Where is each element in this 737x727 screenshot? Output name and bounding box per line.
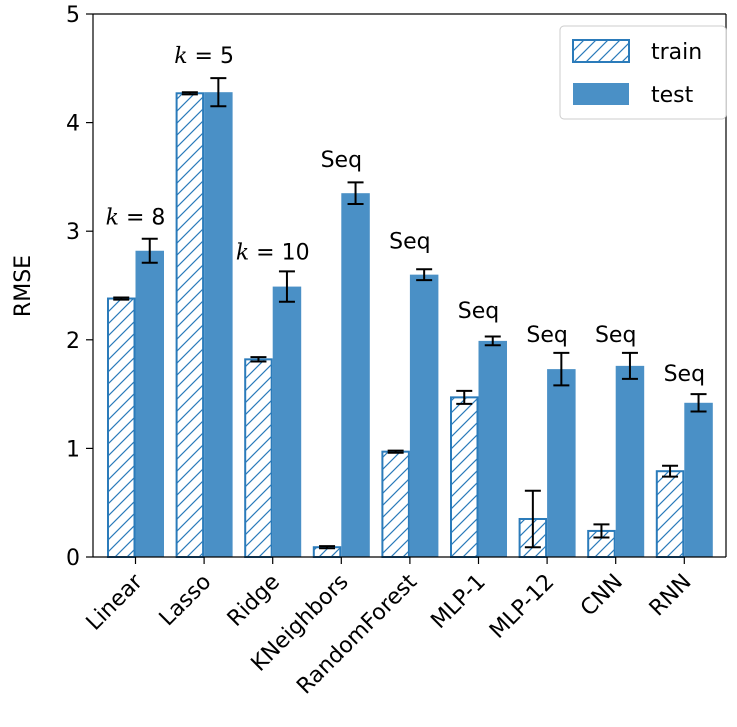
- error-bar-test-lasso: [210, 77, 227, 108]
- annotation-lasso: k = 5: [174, 44, 234, 69]
- error-bars-layer: [113, 77, 707, 550]
- bar-train-mlp-1: [450, 396, 479, 558]
- legend: train test: [559, 25, 727, 120]
- error-bar-test-ridge: [278, 270, 295, 303]
- error-bar-train-ridge: [250, 356, 267, 363]
- y-tick-label: 4: [66, 112, 80, 137]
- error-bar-test-cnn: [621, 351, 638, 380]
- annotation-ridge: k = 10: [236, 240, 310, 265]
- error-bar-test-mlp-1: [484, 335, 501, 347]
- error-bar-test-mlp-12: [553, 351, 570, 387]
- bar-test-randomforest: [409, 274, 439, 557]
- bar-test-lasso: [204, 92, 233, 557]
- annotation-rnn: Seq: [664, 362, 705, 387]
- legend-label-train: train: [651, 40, 702, 65]
- y-tick-label: 5: [66, 3, 80, 28]
- annotation-cnn: Seq: [595, 323, 636, 348]
- y-axis-label: RMSE: [11, 255, 36, 317]
- error-bar-test-kneighbors: [347, 181, 364, 206]
- annotation-randomforest: Seq: [389, 230, 430, 255]
- bar-train-lasso: [175, 92, 205, 558]
- annotation-linear: k = 8: [106, 206, 166, 231]
- bar-test-kneighbors: [341, 193, 370, 557]
- annotation-kneighbors: Seq: [321, 148, 362, 173]
- y-tick-label: 0: [66, 546, 80, 571]
- bar-train-ridge: [244, 358, 273, 558]
- annotations-layer: k = 8 k = 5 k = 10 Seq Seq Seq Seq Seq Seq: [106, 44, 705, 387]
- bar-train-randomforest: [381, 450, 410, 558]
- y-ticks: 0 1 2 3 4 5: [66, 3, 93, 571]
- bars-layer: [107, 92, 713, 559]
- error-bar-train-mlp-1: [456, 389, 473, 405]
- error-bar-test-linear: [141, 237, 158, 264]
- error-bar-train-mlp-12: [524, 489, 541, 549]
- y-tick-label: 1: [66, 437, 80, 462]
- error-bar-train-rnn: [662, 464, 679, 478]
- bar-test-cnn: [615, 365, 645, 557]
- annotation-mlp-1: Seq: [458, 299, 499, 324]
- bar-test-mlp-1: [478, 340, 507, 557]
- bar-train-rnn: [655, 470, 685, 558]
- error-bar-train-randomforest: [387, 449, 404, 454]
- error-bar-test-randomforest: [416, 268, 433, 282]
- bar-test-linear: [135, 250, 164, 558]
- error-bar-train-cnn: [593, 523, 610, 539]
- error-bar-test-rnn: [690, 393, 707, 413]
- error-bar-train-lasso: [181, 91, 198, 96]
- y-tick-label: 2: [66, 329, 80, 354]
- y-tick-label: 3: [66, 220, 80, 245]
- error-bar-train-kneighbors: [319, 545, 336, 550]
- annotation-mlp-12: Seq: [526, 323, 567, 348]
- bar-train-linear: [107, 297, 136, 558]
- legend-swatch-train: [572, 39, 630, 63]
- bar-test-rnn: [684, 402, 713, 557]
- legend-swatch-test: [573, 83, 629, 105]
- error-bar-train-linear: [113, 296, 130, 301]
- legend-label-test: test: [651, 83, 694, 108]
- bar-test-ridge: [272, 286, 302, 557]
- bar-test-mlp-12: [547, 369, 576, 557]
